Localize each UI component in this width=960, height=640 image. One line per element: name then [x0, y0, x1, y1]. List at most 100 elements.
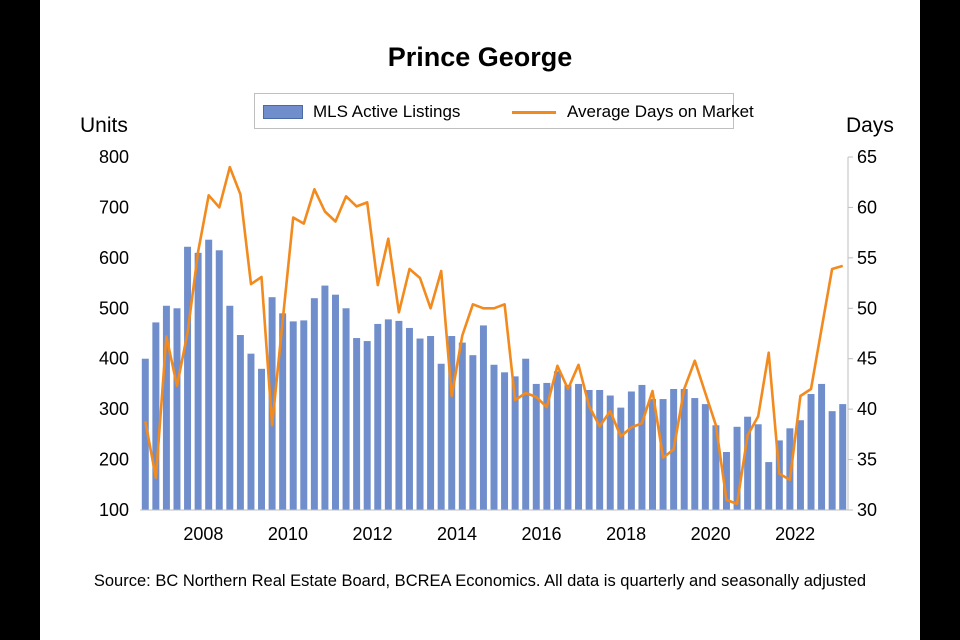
x-tick-2020: 2020 — [691, 524, 731, 544]
bar-listings-56 — [733, 426, 741, 510]
bar-listings-42 — [585, 389, 593, 510]
bar-listings-24 — [395, 320, 403, 510]
bar-listings-32 — [479, 325, 487, 510]
bar-listings-20 — [353, 338, 361, 510]
bar-listings-8 — [226, 305, 234, 510]
bar-listings-55 — [722, 452, 730, 510]
bar-listings-66 — [839, 404, 847, 510]
bar-listings-36 — [522, 358, 530, 510]
bar-listings-31 — [469, 355, 477, 510]
bar-listings-64 — [818, 383, 826, 510]
y-left-tick-5: 600 — [99, 248, 129, 268]
y-right-tick-5: 55 — [857, 248, 877, 268]
bar-listings-30 — [458, 342, 466, 510]
bar-listings-2 — [162, 305, 170, 510]
bar-listings-39 — [553, 371, 561, 510]
source-note: Source: BC Northern Real Estate Board, B… — [93, 572, 867, 590]
bar-listings-13 — [279, 313, 287, 510]
bar-listings-14 — [289, 321, 297, 510]
bar-listings-9 — [236, 335, 244, 510]
legend-swatch-days — [512, 111, 556, 114]
y-right-tick-4: 50 — [857, 298, 877, 318]
y-left-tick-0: 100 — [99, 500, 129, 520]
line-days-on-market — [144, 165, 844, 506]
x-tick-2014: 2014 — [437, 524, 477, 544]
bar-listings-12 — [268, 297, 276, 510]
y-left-tick-4: 500 — [99, 298, 129, 318]
bar-listings-41 — [575, 383, 583, 510]
bar-listings-61 — [786, 428, 794, 510]
bar-listings-4 — [184, 246, 192, 510]
y-right-axis-label: Days — [846, 114, 894, 137]
legend-label-days: Average Days on Market — [567, 102, 754, 121]
y-left-tick-6: 700 — [99, 197, 129, 217]
bar-listings-38 — [543, 382, 551, 510]
y-right-tick-7: 65 — [857, 147, 877, 167]
bar-listings-33 — [490, 364, 498, 510]
bar-listings-26 — [416, 338, 424, 510]
bar-listings-16 — [310, 298, 318, 510]
bar-listings-29 — [448, 336, 456, 510]
x-tick-2012: 2012 — [352, 524, 392, 544]
bar-listings-15 — [300, 320, 308, 510]
bar-listings-58 — [754, 424, 762, 510]
bar-listings-59 — [765, 462, 773, 510]
bar-listings-11 — [258, 368, 266, 510]
chart-title: Prince George — [387, 42, 573, 72]
bar-listings-0 — [141, 358, 149, 510]
bar-listings-46 — [627, 391, 635, 510]
bar-listings-43 — [596, 389, 604, 510]
bar-listings-21 — [363, 341, 371, 510]
legend-swatch-listings — [263, 105, 303, 119]
bar-listings-63 — [807, 394, 815, 510]
bar-listings-48 — [649, 399, 656, 510]
y-left-tick-2: 300 — [99, 399, 129, 419]
bar-listings-10 — [247, 353, 255, 510]
bar-series-listings — [141, 239, 847, 511]
bar-listings-37 — [532, 383, 540, 510]
y-left-tick-7: 800 — [99, 147, 129, 167]
line-series-days — [144, 165, 844, 506]
y-right-tick-6: 60 — [857, 197, 877, 217]
chart-plot: 100 200 300 400 500 600 700 800 30 35 40 45 50 55 60 65… — [99, 147, 877, 544]
x-tick-2022: 2022 — [775, 524, 815, 544]
bar-listings-6 — [205, 239, 213, 510]
axes: 100 200 300 400 500 600 700 800 30 35 40 45 50 55 60 65… — [99, 147, 877, 544]
legend: MLS Active Listings Average Days on Mark… — [254, 93, 754, 129]
bar-listings-62 — [796, 420, 804, 510]
x-tick-2018: 2018 — [606, 524, 646, 544]
bar-listings-65 — [828, 411, 836, 510]
bar-listings-51 — [680, 388, 688, 510]
bar-listings-28 — [437, 363, 445, 510]
bar-listings-22 — [374, 323, 382, 510]
bar-listings-52 — [691, 398, 699, 510]
bar-listings-23 — [384, 319, 392, 510]
bar-listings-54 — [712, 425, 720, 510]
bar-listings-5 — [194, 252, 202, 511]
bar-listings-18 — [332, 294, 339, 510]
bar-listings-3 — [173, 308, 181, 510]
bar-listings-34 — [501, 372, 509, 510]
bar-listings-57 — [744, 416, 752, 510]
y-right-tick-2: 40 — [857, 399, 877, 419]
chart-canvas: Prince George MLS Active Listings Averag… — [40, 0, 920, 640]
bar-listings-19 — [342, 308, 350, 510]
y-right-tick-0: 30 — [857, 500, 877, 520]
y-left-tick-1: 200 — [99, 450, 129, 470]
bar-listings-47 — [638, 384, 646, 510]
bar-listings-44 — [606, 395, 614, 510]
y-right-tick-3: 45 — [857, 349, 877, 369]
bar-listings-7 — [215, 250, 223, 511]
bar-listings-17 — [321, 285, 329, 510]
bar-listings-1 — [152, 322, 160, 510]
y-right-tick-1: 35 — [857, 450, 877, 470]
legend-label-listings: MLS Active Listings — [313, 102, 461, 121]
bar-listings-45 — [617, 407, 625, 510]
x-tick-2016: 2016 — [522, 524, 562, 544]
x-tick-2010: 2010 — [268, 524, 308, 544]
bar-listings-60 — [775, 440, 783, 510]
bar-listings-27 — [427, 336, 435, 510]
x-tick-2008: 2008 — [183, 524, 223, 544]
bar-listings-35 — [511, 376, 519, 510]
y-left-axis-label: Units — [80, 114, 128, 137]
